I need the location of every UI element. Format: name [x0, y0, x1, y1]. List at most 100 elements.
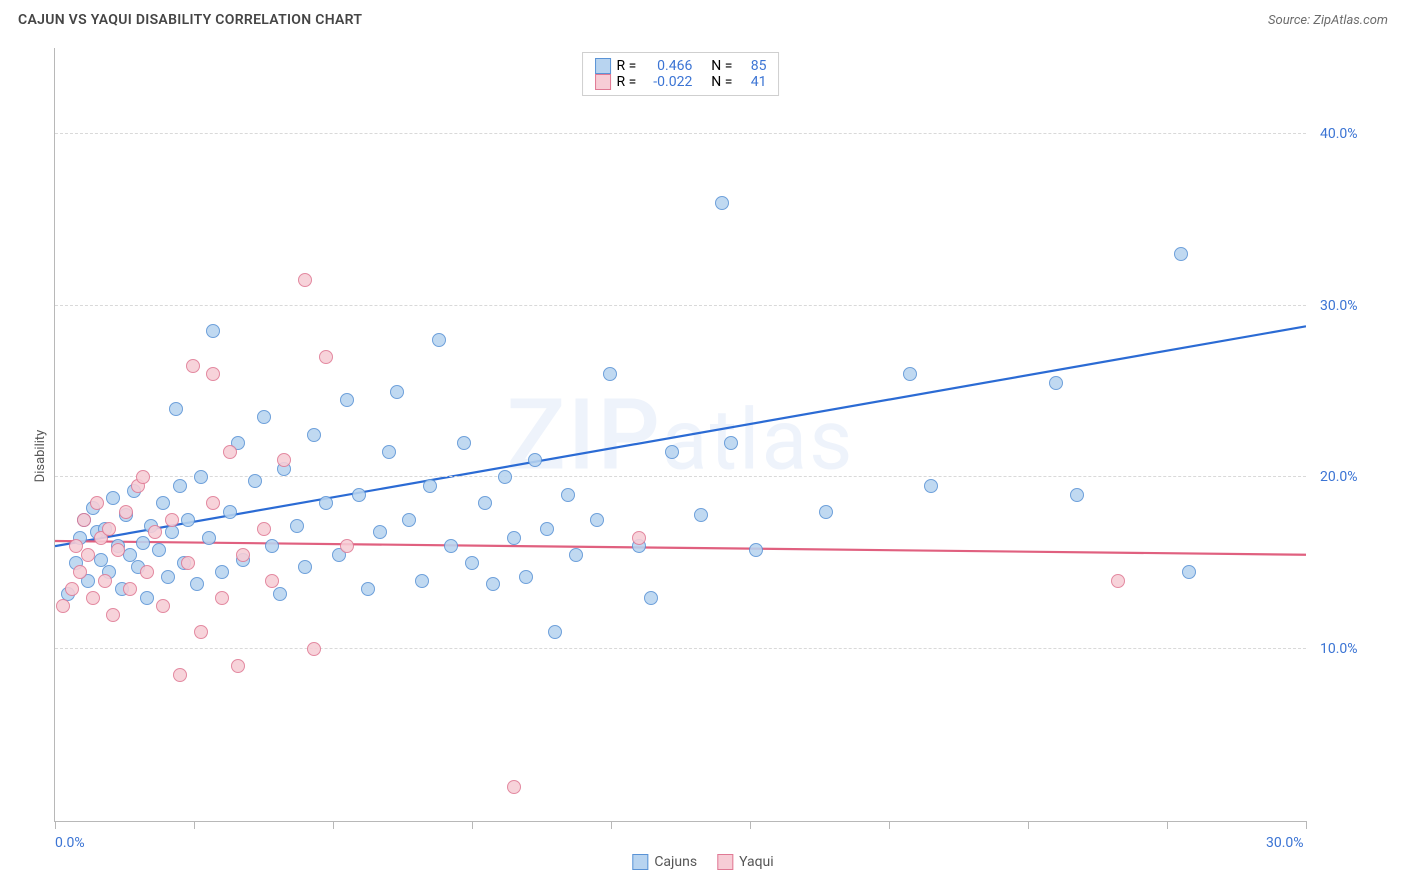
- data-point: [223, 445, 237, 459]
- data-point: [373, 525, 387, 539]
- data-point: [206, 367, 220, 381]
- data-point: [265, 574, 279, 588]
- data-point: [273, 587, 287, 601]
- data-point: [694, 508, 708, 522]
- data-point: [265, 539, 279, 553]
- data-point: [519, 570, 533, 584]
- data-point: [140, 565, 154, 579]
- legend-stat-row: R = 0.466 N = 85: [595, 58, 767, 74]
- x-tick-label: 30.0%: [1266, 835, 1304, 851]
- y-axis-label: Disability: [33, 430, 48, 483]
- data-point: [498, 470, 512, 484]
- data-point: [206, 324, 220, 338]
- data-point: [507, 780, 521, 794]
- n-value: 85: [738, 58, 766, 74]
- data-point: [111, 543, 125, 557]
- data-point: [486, 577, 500, 591]
- data-point: [478, 496, 492, 510]
- data-point: [173, 479, 187, 493]
- data-point: [724, 436, 738, 450]
- data-point: [319, 496, 333, 510]
- data-point: [423, 479, 437, 493]
- data-point: [98, 574, 112, 588]
- data-point: [215, 591, 229, 605]
- data-point: [632, 531, 646, 545]
- data-point: [119, 505, 133, 519]
- data-point: [382, 445, 396, 459]
- data-point: [548, 625, 562, 639]
- legend-swatch: [632, 854, 648, 870]
- x-tick: [55, 821, 56, 829]
- data-point: [136, 536, 150, 550]
- series-legend: Cajuns Yaqui: [632, 854, 773, 870]
- data-point: [165, 525, 179, 539]
- legend-stat-row: R =-0.022 N =41: [595, 74, 767, 90]
- x-tick: [472, 821, 473, 829]
- scatter-plot: ZIPatlas R =0.466 N =85R =-0.022 N =41 1…: [54, 48, 1306, 822]
- y-tick-label: 10.0%: [1320, 641, 1358, 657]
- data-point: [1174, 247, 1188, 261]
- data-point: [186, 359, 200, 373]
- data-point: [81, 548, 95, 562]
- data-point: [340, 393, 354, 407]
- gridline-y: [55, 133, 1306, 134]
- data-point: [165, 513, 179, 527]
- n-label: N =: [711, 58, 732, 74]
- data-point: [86, 591, 100, 605]
- r-label: R =: [617, 58, 637, 74]
- data-point: [181, 513, 195, 527]
- data-point: [352, 488, 366, 502]
- legend-label: Cajuns: [654, 854, 697, 870]
- y-tick-label: 40.0%: [1320, 126, 1358, 142]
- data-point: [140, 591, 154, 605]
- data-point: [136, 470, 150, 484]
- data-point: [257, 410, 271, 424]
- data-point: [298, 560, 312, 574]
- data-point: [457, 436, 471, 450]
- data-point: [903, 367, 917, 381]
- y-tick-label: 20.0%: [1320, 469, 1358, 485]
- data-point: [181, 556, 195, 570]
- x-tick: [611, 821, 612, 829]
- stats-legend: R =0.466 N =85R =-0.022 N =41: [582, 52, 780, 96]
- data-point: [148, 525, 162, 539]
- x-tick: [1167, 821, 1168, 829]
- y-tick-label: 30.0%: [1320, 298, 1358, 314]
- r-value: -0.022: [642, 74, 692, 90]
- data-point: [749, 543, 763, 557]
- data-point: [465, 556, 479, 570]
- legend-item: Cajuns: [632, 854, 697, 870]
- data-point: [561, 488, 575, 502]
- data-point: [169, 402, 183, 416]
- legend-swatch: [595, 74, 611, 90]
- data-point: [924, 479, 938, 493]
- data-point: [156, 496, 170, 510]
- data-point: [319, 350, 333, 364]
- r-value: 0.466: [642, 58, 692, 74]
- watermark: ZIPatlas: [506, 377, 854, 492]
- data-point: [73, 565, 87, 579]
- r-label: R =: [617, 74, 637, 90]
- data-point: [307, 642, 321, 656]
- legend-label: Yaqui: [739, 854, 774, 870]
- data-point: [56, 599, 70, 613]
- data-point: [644, 591, 658, 605]
- data-point: [194, 625, 208, 639]
- x-tick: [1306, 821, 1307, 829]
- data-point: [190, 577, 204, 591]
- data-point: [65, 582, 79, 596]
- gridline-y: [55, 305, 1306, 306]
- data-point: [507, 531, 521, 545]
- data-point: [215, 565, 229, 579]
- legend-swatch: [717, 854, 733, 870]
- data-point: [715, 196, 729, 210]
- data-point: [432, 333, 446, 347]
- x-tick: [333, 821, 334, 829]
- x-tick: [1028, 821, 1029, 829]
- data-point: [390, 385, 404, 399]
- x-tick: [750, 821, 751, 829]
- data-point: [69, 539, 83, 553]
- gridline-y: [55, 648, 1306, 649]
- data-point: [202, 531, 216, 545]
- legend-item: Yaqui: [717, 854, 774, 870]
